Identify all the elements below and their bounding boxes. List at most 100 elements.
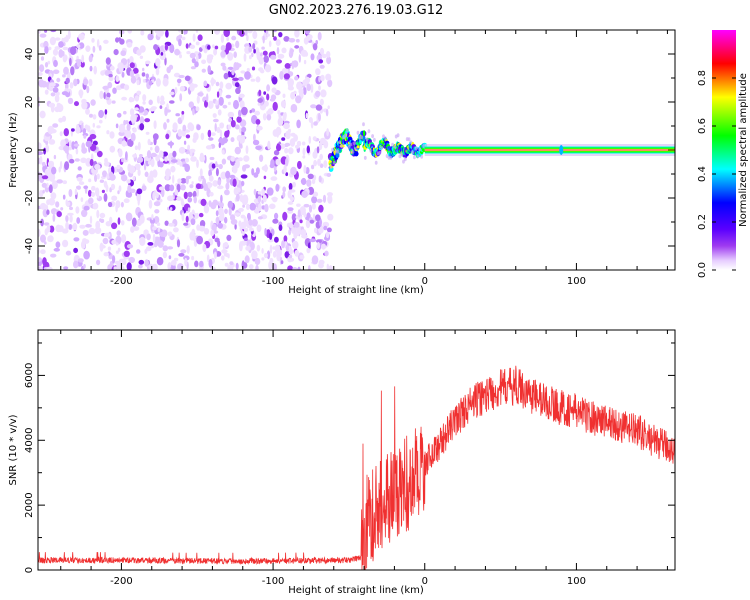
noise-speckle — [118, 148, 123, 158]
noise-speckle — [271, 197, 278, 201]
noise-speckle — [154, 145, 160, 154]
noise-speckle — [63, 266, 69, 270]
noise-speckle — [41, 175, 49, 180]
noise-speckle — [211, 79, 214, 87]
noise-speckle — [266, 93, 270, 101]
noise-speckle — [227, 101, 231, 106]
noise-speckle — [155, 67, 160, 76]
noise-speckle — [96, 192, 100, 199]
noise-speckle — [87, 189, 92, 197]
noise-speckle — [241, 106, 248, 116]
noise-speckle — [209, 156, 215, 161]
noise-speckle — [71, 128, 75, 132]
noise-speckle — [89, 215, 93, 224]
noise-speckle — [294, 75, 299, 81]
noise-speckle — [224, 189, 230, 196]
noise-speckle — [281, 67, 289, 75]
noise-speckle — [249, 264, 254, 270]
noise-speckle — [294, 249, 300, 257]
noise-speckle — [301, 190, 308, 198]
noise-speckle — [251, 66, 256, 71]
noise-speckle — [107, 81, 113, 89]
noise-speckle — [228, 207, 232, 216]
noise-speckle — [234, 146, 241, 155]
noise-speckle — [79, 224, 86, 229]
noise-speckle — [138, 264, 143, 269]
noise-speckle — [69, 215, 73, 223]
noise-speckle — [121, 96, 127, 101]
noise-speckle — [78, 33, 85, 41]
noise-speckle — [208, 100, 214, 110]
colorbar-gradient — [712, 30, 736, 270]
transition-fringe — [363, 155, 367, 160]
noise-speckle — [273, 36, 277, 41]
noise-speckle — [221, 211, 225, 221]
noise-speckle — [245, 203, 250, 210]
noise-speckle — [219, 81, 224, 90]
noise-speckle — [38, 266, 41, 270]
noise-speckle — [185, 30, 188, 35]
noise-speckle — [200, 198, 207, 206]
noise-speckle — [155, 192, 159, 199]
noise-speckle — [170, 159, 178, 163]
noise-speckle — [108, 73, 113, 78]
noise-speckle — [164, 156, 168, 162]
noise-speckle — [272, 218, 279, 224]
noise-speckle — [326, 51, 331, 58]
noise-speckle — [152, 191, 156, 201]
noise-speckle — [316, 239, 322, 244]
noise-speckle — [263, 252, 268, 259]
transition-fringe — [393, 144, 396, 149]
noise-speckle — [257, 98, 264, 103]
transition-fringe — [400, 152, 404, 157]
noise-speckle — [187, 207, 191, 213]
noise-speckle — [39, 33, 47, 38]
noise-speckle — [76, 44, 81, 48]
noise-speckle — [297, 160, 302, 170]
noise-speckle — [271, 76, 278, 85]
noise-speckle — [149, 217, 156, 225]
noise-speckle — [196, 95, 200, 104]
noise-speckle — [155, 154, 160, 162]
noise-speckle — [42, 257, 47, 266]
noise-speckle — [173, 227, 179, 233]
noise-speckle — [291, 213, 297, 222]
noise-speckle — [243, 155, 250, 162]
transition-fringe — [374, 160, 378, 165]
noise-speckle — [292, 267, 298, 270]
noise-speckle — [276, 144, 282, 152]
noise-speckle — [219, 122, 225, 129]
noise-speckle — [323, 225, 328, 231]
noise-speckle — [153, 216, 160, 224]
noise-speckle — [169, 207, 173, 211]
noise-speckle — [223, 72, 229, 80]
transition-fringe — [369, 148, 373, 153]
noise-speckle — [307, 173, 314, 180]
noise-speckle — [166, 246, 174, 250]
noise-speckle — [271, 177, 277, 181]
noise-speckle — [166, 118, 170, 123]
noise-speckle — [121, 174, 128, 182]
noise-speckle — [76, 123, 80, 132]
noise-speckle — [63, 145, 70, 152]
noise-speckle — [305, 167, 310, 175]
noise-speckle — [115, 204, 118, 213]
noise-speckle — [276, 59, 282, 64]
noise-speckle — [123, 84, 130, 91]
noise-speckle — [194, 260, 199, 268]
noise-speckle — [196, 53, 199, 63]
noise-speckle — [73, 260, 79, 269]
noise-speckle — [252, 43, 256, 50]
noise-speckle — [44, 46, 49, 54]
noise-speckle — [311, 164, 315, 170]
noise-speckle — [125, 212, 133, 222]
noise-speckle — [82, 128, 87, 134]
transition-fringe — [414, 146, 418, 151]
noise-speckle — [126, 179, 131, 184]
noise-speckle — [214, 30, 220, 35]
noise-speckle — [308, 204, 313, 213]
noise-speckle — [141, 72, 146, 77]
noise-speckle — [203, 204, 210, 214]
noise-speckle — [150, 152, 157, 158]
